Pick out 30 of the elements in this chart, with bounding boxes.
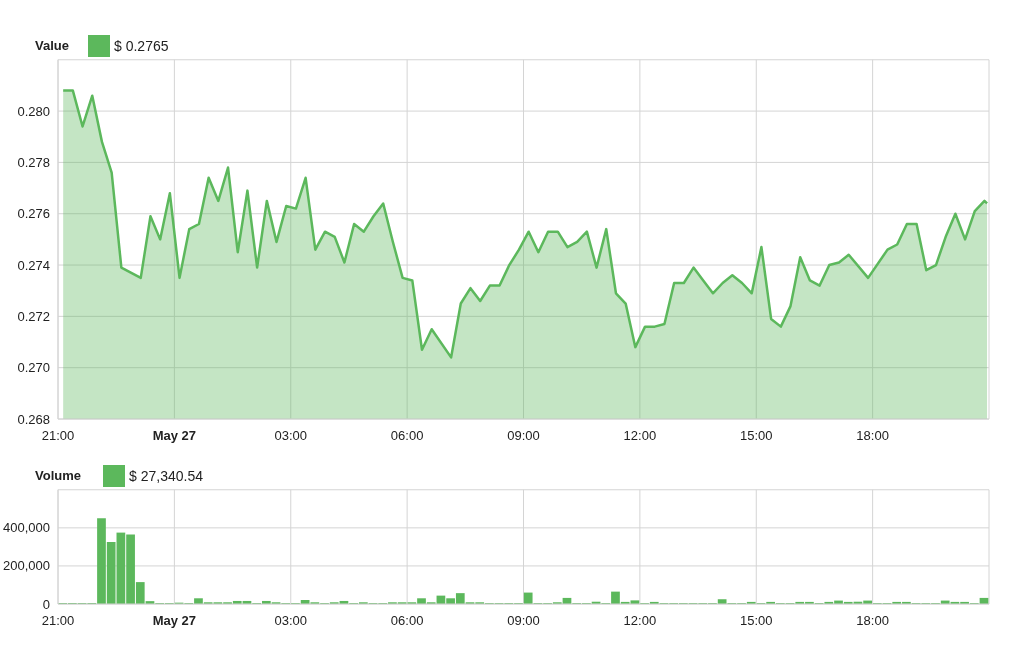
legend-label: $ 27,340.54 [129, 467, 203, 484]
x-tick-label: 21:00 [41, 613, 75, 628]
x-tick-label: 03:00 [274, 428, 308, 443]
x-tick-label: 21:00 [41, 428, 75, 443]
x-tick-label: 06:00 [390, 613, 424, 628]
y-tick-label: 200,000 [3, 558, 50, 574]
y-tick-label: 0.274 [17, 257, 50, 273]
y-tick-label: 0.270 [17, 360, 50, 376]
x-tick-label: 15:00 [739, 428, 773, 443]
y-tick-label: 0.278 [17, 154, 50, 170]
y-tick-label: 0.268 [17, 411, 50, 427]
x-tick-label: 15:00 [739, 613, 773, 628]
legend-label: $ 0.2765 [114, 37, 169, 54]
chart-title: Value [35, 38, 69, 54]
x-tick-label: 12:00 [623, 613, 657, 628]
y-tick-label: 0.280 [17, 103, 50, 119]
x-tick-label: 18:00 [856, 428, 889, 443]
x-tick-label: 18:00 [856, 613, 889, 628]
y-tick-label: 400,000 [3, 520, 50, 536]
y-tick-label: 0 [42, 596, 50, 612]
y-tick-label: 0.276 [17, 206, 50, 222]
x-tick-label: May 27 [152, 428, 197, 443]
x-tick-label: 06:00 [390, 428, 424, 443]
x-tick-label: 03:00 [274, 613, 308, 628]
y-tick-label: 0.272 [17, 308, 50, 324]
x-tick-label: 09:00 [507, 613, 540, 628]
x-tick-label: May 27 [152, 613, 197, 628]
x-tick-label: 12:00 [623, 428, 657, 443]
x-tick-label: 09:00 [507, 428, 540, 443]
chart-title: Volume [35, 468, 81, 484]
